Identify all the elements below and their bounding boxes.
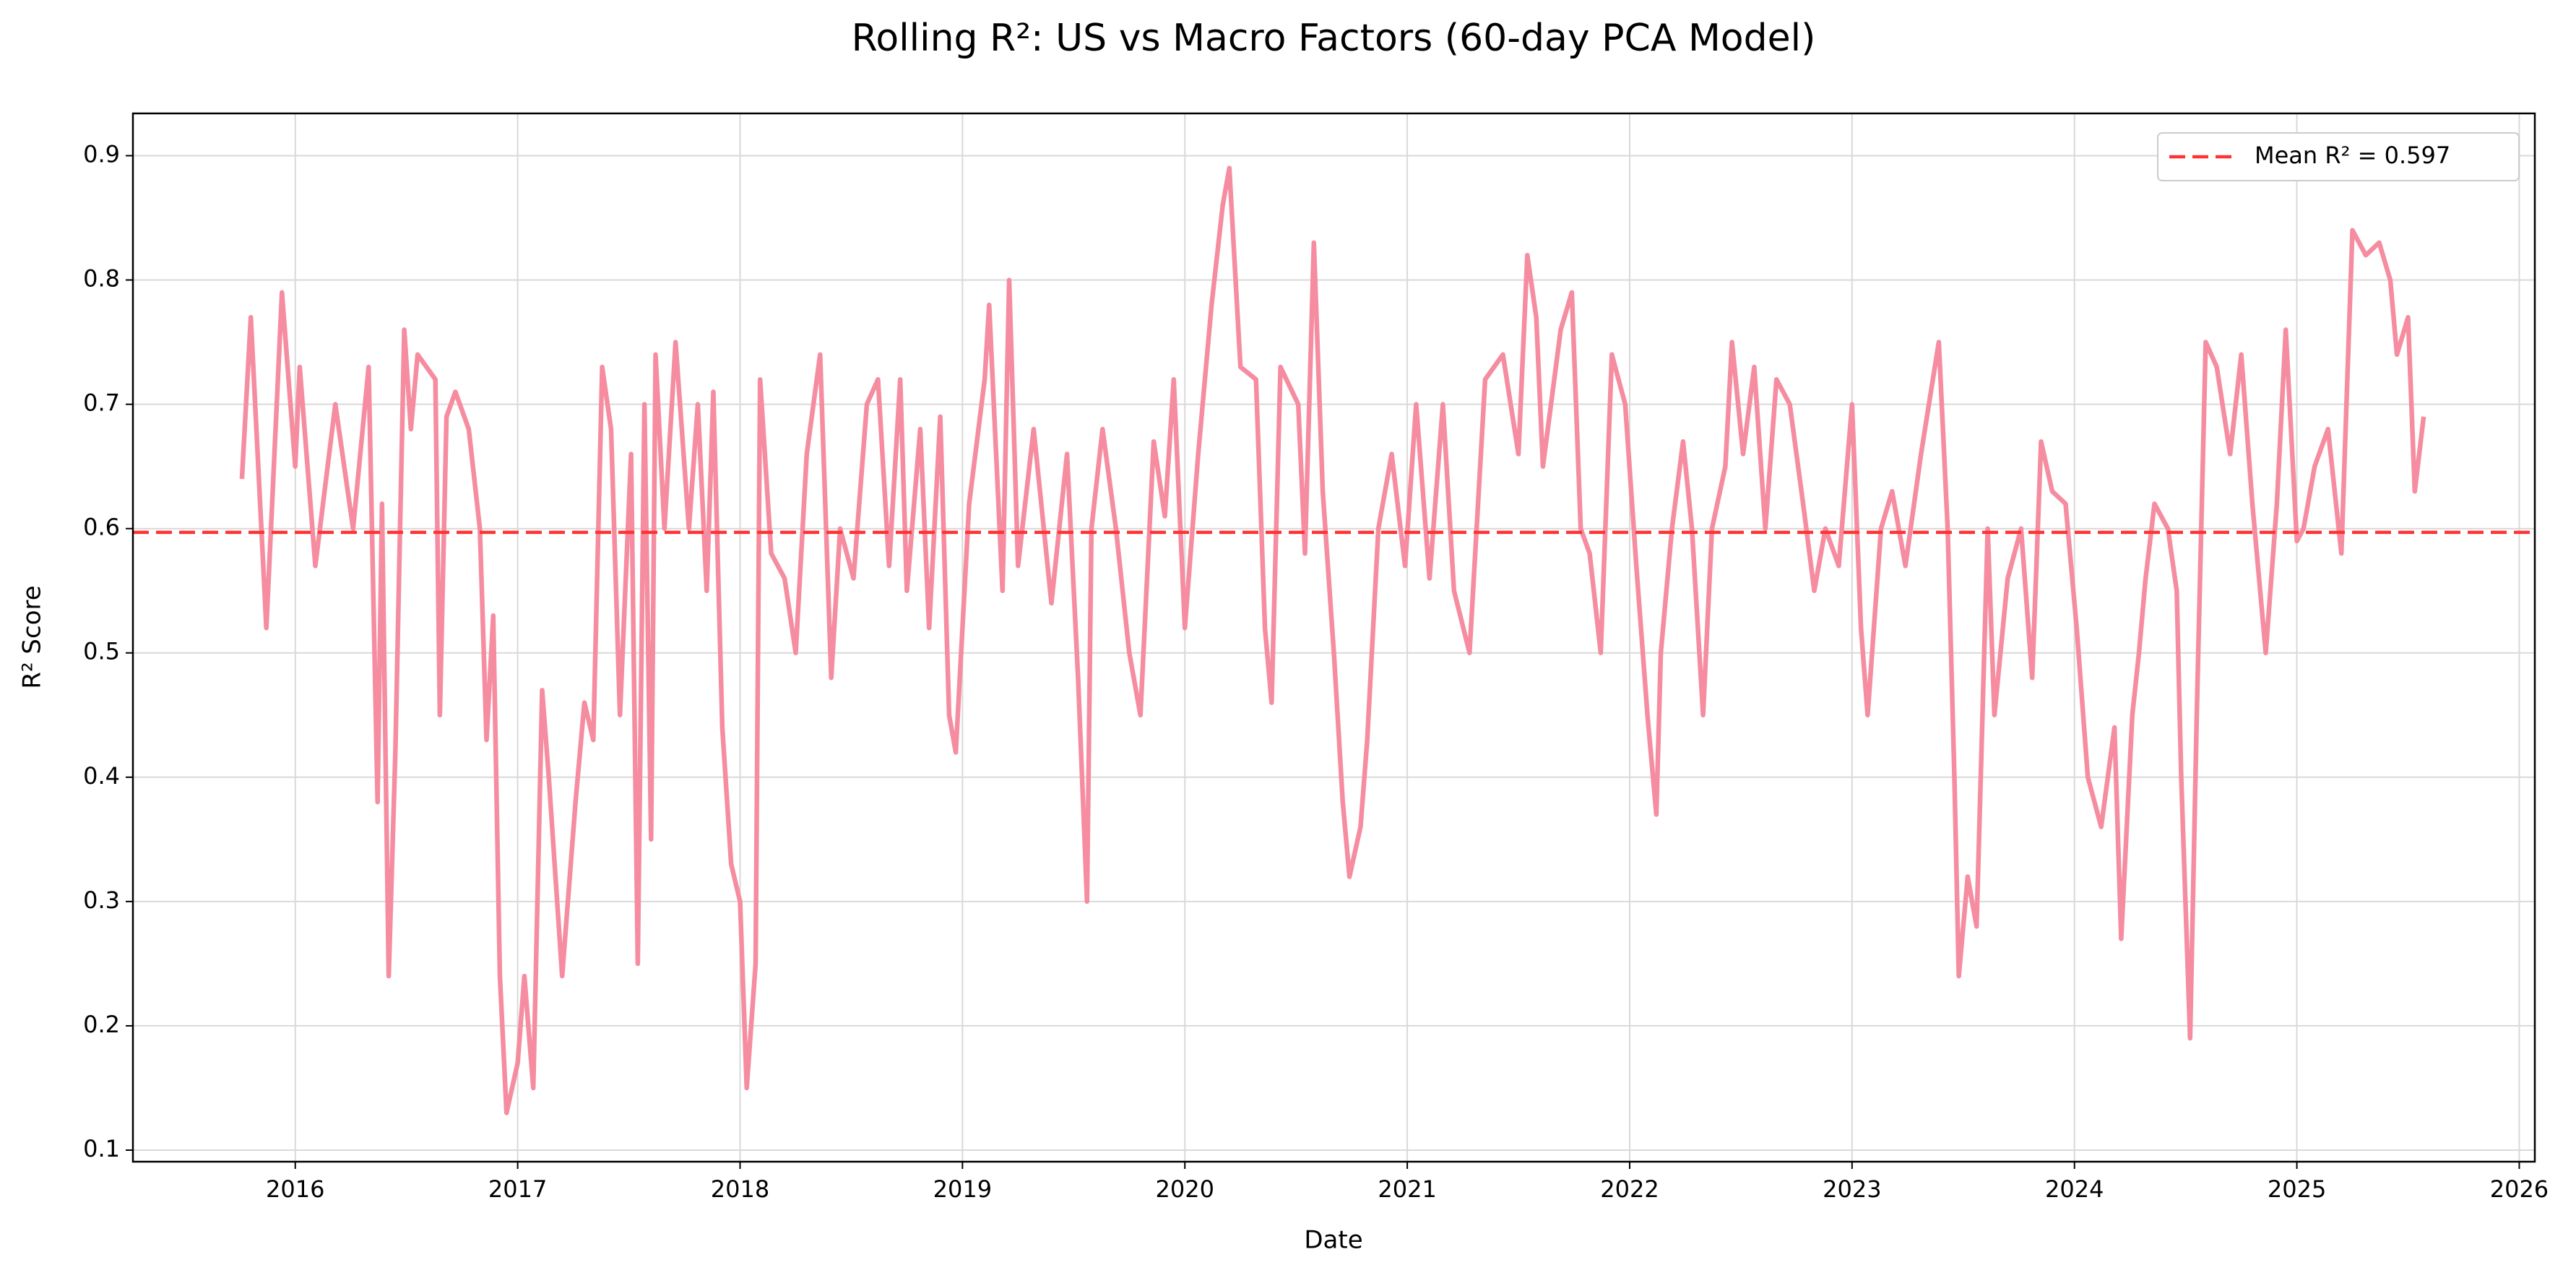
data-line xyxy=(239,165,2426,1115)
x-tick-label: 2022 xyxy=(1600,1175,1659,1203)
x-tick-label: 2019 xyxy=(933,1175,992,1203)
x-tick-label: 2017 xyxy=(488,1175,547,1203)
y-tick-label: 0.8 xyxy=(83,265,120,293)
y-tick-label: 0.2 xyxy=(83,1011,120,1038)
y-tick-label: 0.6 xyxy=(83,514,120,541)
x-tick-label: 2026 xyxy=(2490,1175,2549,1203)
x-tick-label: 2018 xyxy=(711,1175,769,1203)
y-tick-label: 0.7 xyxy=(83,389,120,417)
legend-box xyxy=(2157,132,2520,181)
plot-frame xyxy=(131,112,2536,1163)
y-tick-label: 0.5 xyxy=(83,638,120,665)
x-tick-label: 2021 xyxy=(1378,1175,1436,1203)
x-tick-label: 2020 xyxy=(1156,1175,1214,1203)
legend-label: Mean R² = 0.597 xyxy=(2255,142,2450,169)
x-tick-label: 2023 xyxy=(1823,1175,1881,1203)
x-axis-label: Date xyxy=(1304,1226,1362,1255)
y-tick-label: 0.3 xyxy=(83,886,120,914)
x-tick-label: 2025 xyxy=(2268,1175,2326,1203)
y-tick-label: 0.9 xyxy=(83,141,120,168)
y-tick-label: 0.4 xyxy=(83,762,120,790)
x-tick-label: 2024 xyxy=(2045,1175,2104,1203)
x-tick-label: 2016 xyxy=(266,1175,324,1203)
y-tick-label: 0.1 xyxy=(83,1135,120,1162)
y-axis-label: R² Score xyxy=(18,585,47,688)
chart-title: Rolling R²: US vs Macro Factors (60-day … xyxy=(852,17,1816,60)
